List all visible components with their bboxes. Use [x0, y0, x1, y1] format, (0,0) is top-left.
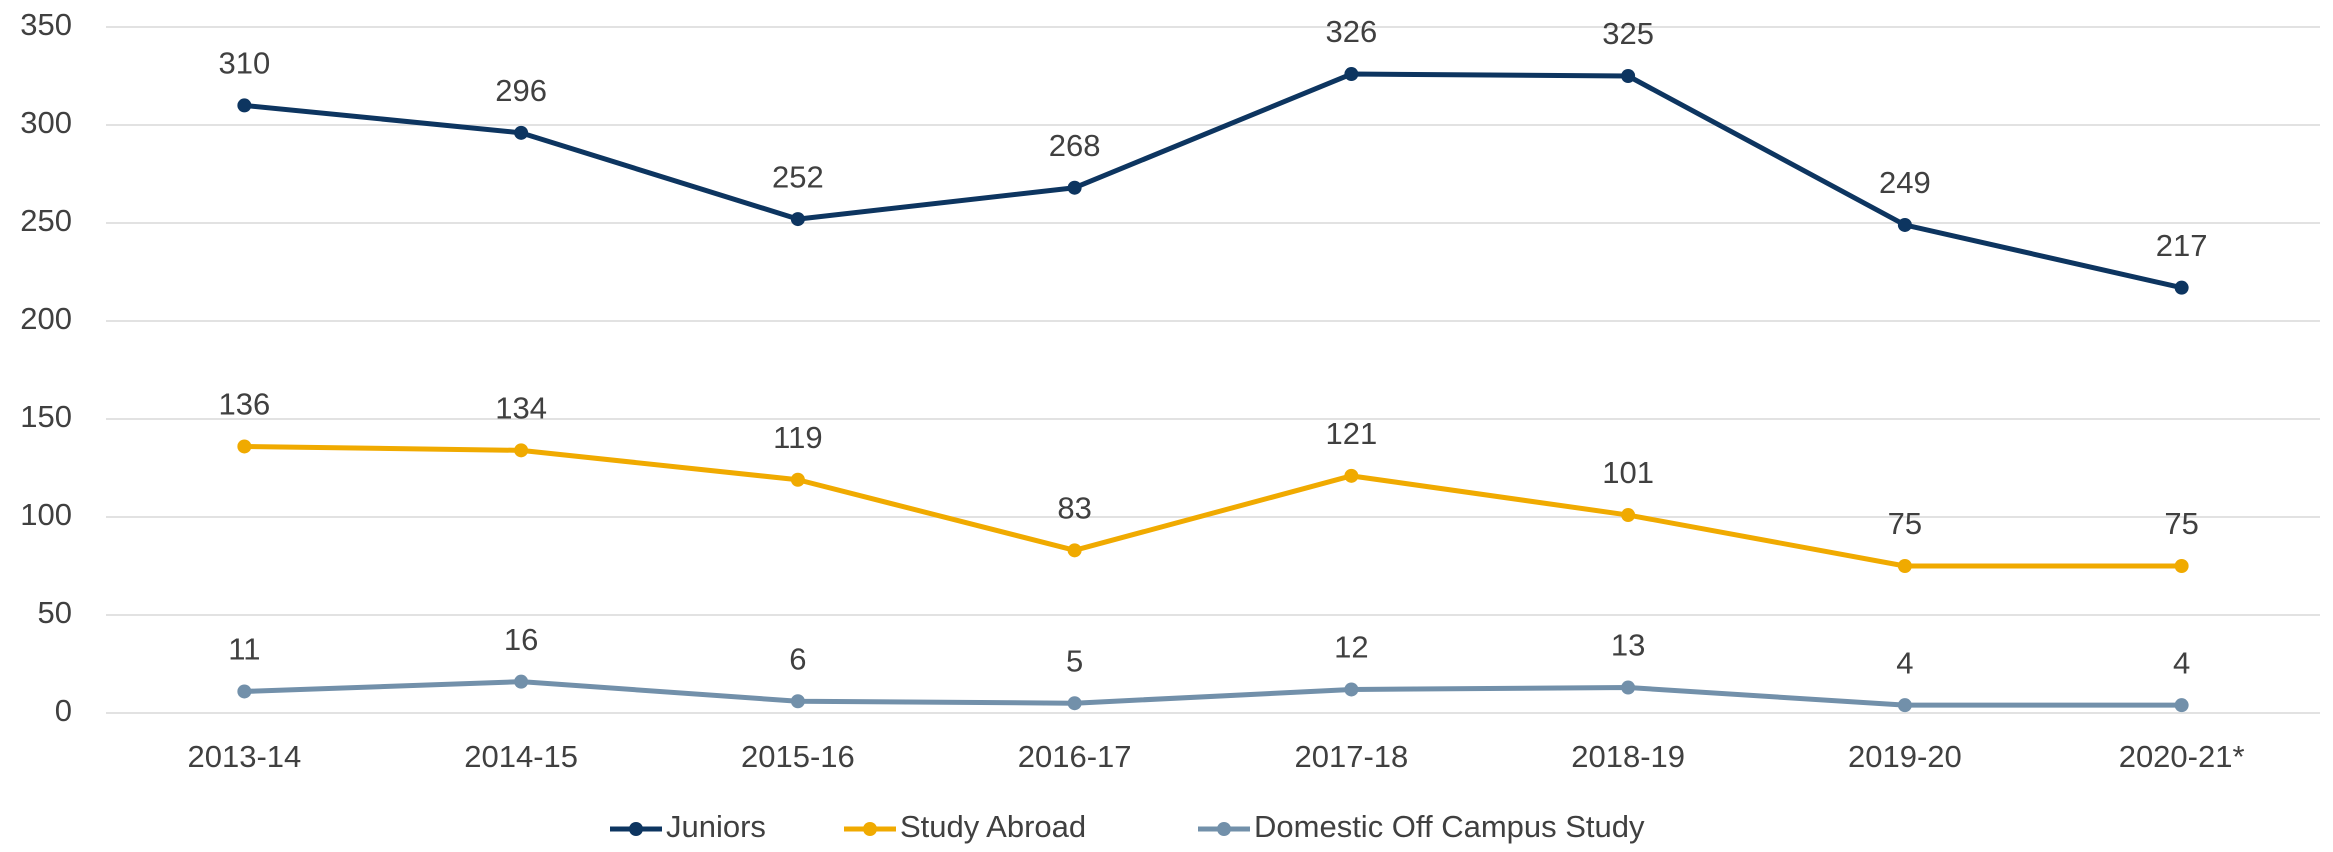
legend-marker: [1217, 822, 1231, 836]
legend-marker: [629, 822, 643, 836]
data-label: 101: [1602, 455, 1654, 490]
data-label: 119: [773, 420, 822, 455]
data-label: 217: [2156, 228, 2208, 263]
data-label: 16: [504, 622, 538, 657]
data-label: 136: [219, 387, 271, 422]
data-label: 268: [1049, 128, 1101, 163]
series-line: [244, 679, 2182, 708]
point: [237, 439, 252, 454]
point: [790, 694, 805, 709]
data-label: 252: [772, 159, 824, 194]
data-label: 326: [1326, 14, 1378, 49]
x-tick-label: 2017-18: [1294, 739, 1408, 774]
point: [1067, 696, 1082, 711]
point: [1067, 180, 1082, 195]
point: [1344, 468, 1359, 483]
y-tick-label: 100: [20, 497, 72, 532]
data-label: 12: [1334, 630, 1368, 665]
point: [790, 472, 805, 487]
y-tick-label: 250: [20, 203, 72, 238]
y-tick-label: 350: [20, 7, 72, 42]
data-label: 11: [228, 632, 260, 667]
y-tick-label: 0: [55, 693, 72, 728]
data-label: 13: [1611, 628, 1645, 663]
point: [2174, 280, 2189, 295]
x-tick-label: 2015-16: [741, 739, 855, 774]
legend-label: Study Abroad: [900, 809, 1086, 844]
point: [2174, 698, 2189, 713]
data-label: 134: [495, 391, 547, 426]
y-tick-label: 150: [20, 399, 72, 434]
y-tick-label: 200: [20, 301, 72, 336]
point: [1897, 698, 1912, 713]
point: [1344, 682, 1359, 697]
data-label: 121: [1326, 416, 1378, 451]
point: [237, 684, 252, 699]
point: [2174, 559, 2189, 573]
data-label: 6: [789, 641, 806, 676]
x-tick-label: 2018-19: [1571, 739, 1685, 774]
point: [1897, 559, 1912, 573]
data-label: 75: [1888, 506, 1922, 541]
point: [514, 443, 529, 458]
x-tick-label: 2013-14: [187, 739, 301, 774]
data-label: 83: [1057, 491, 1091, 526]
point: [1621, 680, 1636, 695]
point: [790, 212, 805, 227]
legend-label: Juniors: [666, 809, 766, 844]
series-line: [244, 443, 2182, 569]
point: [514, 674, 529, 689]
data-label: 310: [219, 46, 271, 81]
point: [237, 98, 252, 113]
y-tick-label: 300: [20, 105, 72, 140]
legend-marker: [863, 822, 877, 836]
data-label: 4: [2173, 645, 2190, 680]
data-label: 296: [495, 73, 547, 108]
x-tick-label: 2020-21*: [2119, 739, 2245, 774]
x-tick-label: 2016-17: [1018, 739, 1132, 774]
point: [1344, 67, 1359, 82]
point: [1621, 69, 1636, 83]
data-label: 5: [1066, 643, 1083, 678]
series-line: [244, 71, 2183, 291]
x-tick-label: 2019-20: [1848, 739, 1962, 774]
point: [514, 125, 529, 140]
legend-label: Domestic Off Campus Study: [1254, 809, 1645, 844]
data-label: 249: [1879, 165, 1931, 200]
data-label: 4: [1896, 645, 1913, 680]
point: [1621, 508, 1636, 523]
data-label: 75: [2164, 506, 2198, 541]
point: [1067, 543, 1082, 558]
x-tick-label: 2014-15: [464, 739, 578, 774]
y-tick-label: 50: [38, 595, 72, 630]
data-label: 325: [1602, 16, 1654, 51]
point: [1897, 217, 1912, 232]
